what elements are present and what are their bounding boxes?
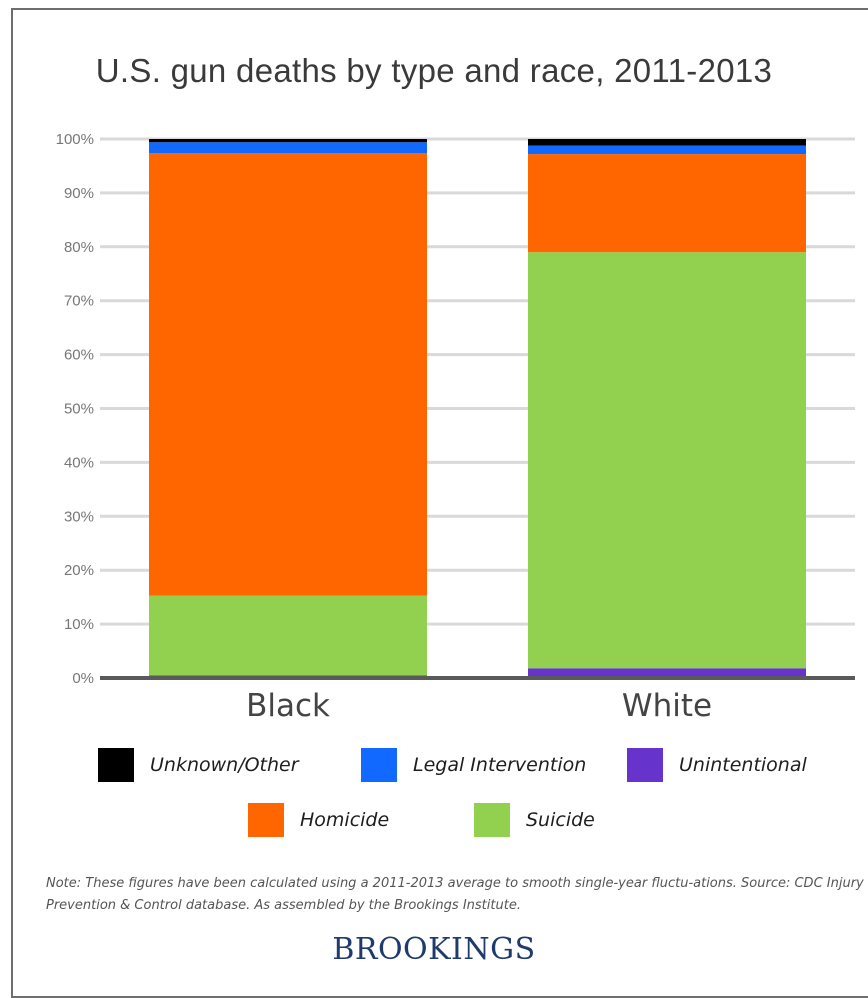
y-tick-label: 0%	[72, 670, 94, 687]
legend-item: Unknown/Other	[98, 748, 299, 782]
legend-label: Suicide	[526, 809, 595, 831]
legend-swatch	[627, 748, 663, 782]
bar-segment-black-suicide	[149, 595, 427, 676]
legend-item: Suicide	[474, 803, 595, 837]
chart-title: U.S. gun deaths by type and race, 2011-2…	[95, 52, 773, 89]
bar-segment-black-homicide	[149, 153, 427, 596]
bar-segment-black-unknown-other	[149, 139, 427, 143]
x-category-label: White	[622, 688, 712, 724]
legend-swatch	[361, 748, 397, 782]
y-tick-label: 60%	[64, 347, 94, 364]
axes: 0% 10% 20% 30% 40% 50% 60% 70% 80% 90% 100% Black Wh…	[56, 131, 855, 724]
y-tick-label: 20%	[64, 562, 94, 579]
bars	[149, 139, 806, 678]
source-note: Note: These figures have been calculated…	[46, 876, 864, 913]
y-tick-label: 70%	[64, 293, 94, 310]
legend-item: Legal Intervention	[361, 748, 586, 782]
x-category-label: Black	[246, 688, 330, 724]
bar-segment-black-legal-intervention	[149, 142, 427, 154]
legend-label: Unintentional	[679, 754, 807, 776]
y-tick-label: 30%	[64, 508, 94, 525]
y-tick-label: 50%	[64, 401, 94, 418]
legend-label: Legal Intervention	[413, 754, 587, 776]
bar-segment-white-unknown-other	[528, 139, 806, 146]
bar-segment-white-legal-intervention	[528, 145, 806, 155]
bar-segment-white-homicide	[528, 154, 806, 253]
legend-swatch	[98, 748, 134, 782]
y-tick-label: 80%	[64, 239, 94, 256]
y-tick-label: 10%	[64, 616, 94, 633]
legend-item: Homicide	[248, 803, 389, 837]
legend-label: Unknown/Other	[150, 754, 299, 776]
bar-segment-white-suicide	[528, 252, 806, 669]
y-tick-label: 90%	[64, 185, 94, 202]
legend-swatch	[474, 803, 510, 837]
legend-swatch	[248, 803, 284, 837]
y-tick-label: 100%	[56, 131, 94, 148]
legend-label: Homicide	[300, 809, 390, 831]
y-tick-label: 40%	[64, 454, 94, 471]
brookings-logo: BROOKINGS	[332, 932, 536, 967]
legend-item: Unintentional	[627, 748, 807, 782]
bar-segment-white-unintentional	[528, 668, 806, 678]
